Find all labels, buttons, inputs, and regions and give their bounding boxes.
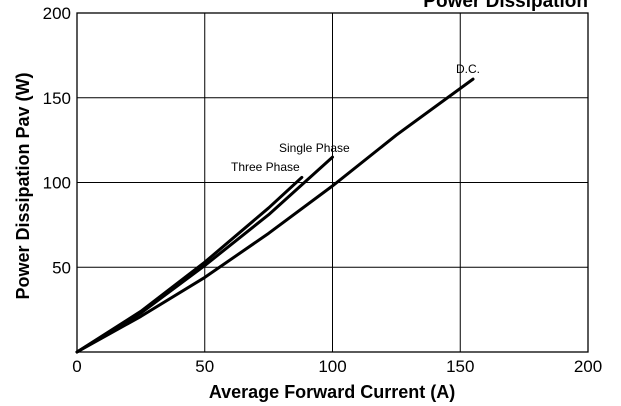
series-line-dc <box>75 77 475 354</box>
grid <box>77 13 588 352</box>
series-label-single-phase: Single Phase <box>279 141 350 155</box>
x-tick-label: 150 <box>446 357 474 376</box>
x-tick-label: 0 <box>72 357 81 376</box>
y-tick-label: 200 <box>43 4 71 23</box>
x-axis-title: Average Forward Current (A) <box>209 382 455 402</box>
y-axis-title: Power Dissipation Pav (W) <box>13 72 33 299</box>
y-tick-label: 150 <box>43 89 71 108</box>
y-tick-label: 100 <box>43 174 71 193</box>
series-group <box>75 77 475 354</box>
chart-title: Power Dissipation <box>423 0 588 12</box>
y-tick-label: 50 <box>52 258 71 277</box>
series-label-dc: D.C. <box>456 62 480 76</box>
y-axis-ticks: 50 100 150 200 <box>43 4 71 277</box>
series-label-three-phase: Three Phase <box>231 160 300 174</box>
plot-frame <box>76 12 589 353</box>
x-axis-ticks: 0 50 100 150 200 <box>72 357 602 376</box>
x-tick-label: 100 <box>318 357 346 376</box>
x-tick-label: 200 <box>574 357 602 376</box>
x-tick-label: 50 <box>195 357 214 376</box>
series-line-three-phase <box>75 175 304 354</box>
